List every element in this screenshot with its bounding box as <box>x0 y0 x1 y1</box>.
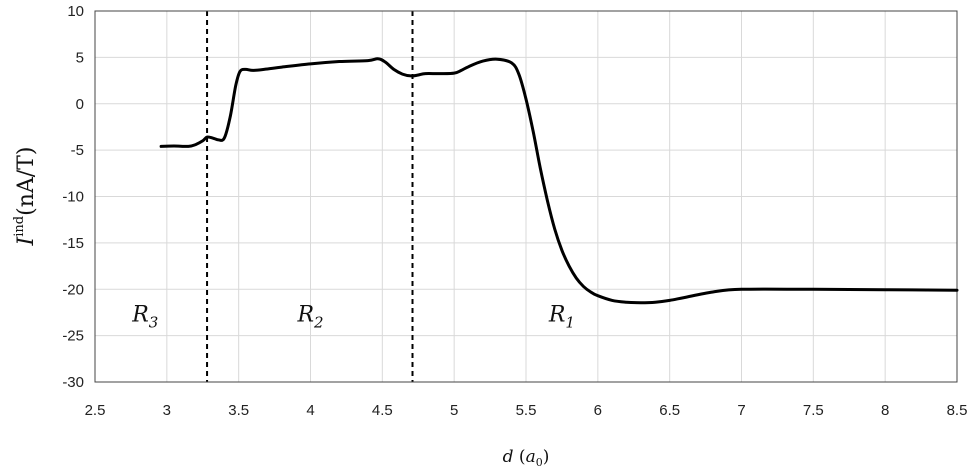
x-axis-unit: a <box>526 447 536 467</box>
plot-area-frame <box>94 10 958 383</box>
y-axis-unit: (nA/T) <box>14 147 39 216</box>
x-tick-label: 8.5 <box>947 402 968 419</box>
y-axis-label: Iind(nA/T) <box>12 147 39 247</box>
grid-lines <box>94 10 958 383</box>
x-tick-label: 3 <box>163 402 171 419</box>
region-divider-lines <box>206 11 414 382</box>
x-axis-label: d (a0) <box>503 447 550 469</box>
y-tick-label: -20 <box>62 281 84 298</box>
region-name: R <box>131 303 149 328</box>
x-axis-open: ( <box>514 447 526 467</box>
x-axis-close: ) <box>543 447 550 467</box>
y-tick-label: 10 <box>67 3 84 20</box>
x-tick-label: 6 <box>594 402 602 419</box>
x-tick-label: 5.5 <box>516 402 537 419</box>
x-tick-label: 8 <box>881 402 889 419</box>
region-label: R1 <box>548 303 575 332</box>
y-tick-label: -30 <box>62 374 84 391</box>
x-axis-var: d <box>503 447 514 467</box>
x-tick-label: 5 <box>450 402 458 419</box>
region-labels: R3 R2 R1 <box>131 303 575 332</box>
region-subscript: 3 <box>149 314 159 332</box>
region-name: R <box>548 303 566 328</box>
y-tick-label: -25 <box>62 328 84 345</box>
x-tick-label: 2.5 <box>85 402 106 419</box>
y-tick-label: 0 <box>76 96 84 113</box>
y-tick-label: 5 <box>76 49 84 66</box>
x-tick-label: 7 <box>737 402 745 419</box>
y-tick-label: -10 <box>62 189 84 206</box>
y-tick-labels: 10 5 0 -5 -10 -15 -20 -25 -30 <box>62 3 84 391</box>
x-tick-labels: 2.5 3 3.5 4 4.5 5 5.5 6 6.5 7 7.5 8 8.5 <box>85 402 968 419</box>
y-axis-sup: ind <box>12 216 27 237</box>
region-label: R3 <box>131 303 158 332</box>
region-subscript: 1 <box>565 314 575 332</box>
x-tick-label: 4 <box>306 402 314 419</box>
y-tick-label: -5 <box>71 142 84 159</box>
x-tick-label: 6.5 <box>659 402 680 419</box>
region-subscript: 2 <box>313 314 324 332</box>
y-axis-var: I <box>14 235 39 246</box>
region-name: R <box>296 303 314 328</box>
series-line <box>159 57 959 305</box>
region-label: R2 <box>296 303 323 332</box>
x-axis-sub: 0 <box>536 456 543 469</box>
x-tick-label: 4.5 <box>372 402 393 419</box>
y-tick-label: -15 <box>62 235 84 252</box>
x-tick-label: 3.5 <box>228 402 249 419</box>
x-tick-label: 7.5 <box>803 402 824 419</box>
